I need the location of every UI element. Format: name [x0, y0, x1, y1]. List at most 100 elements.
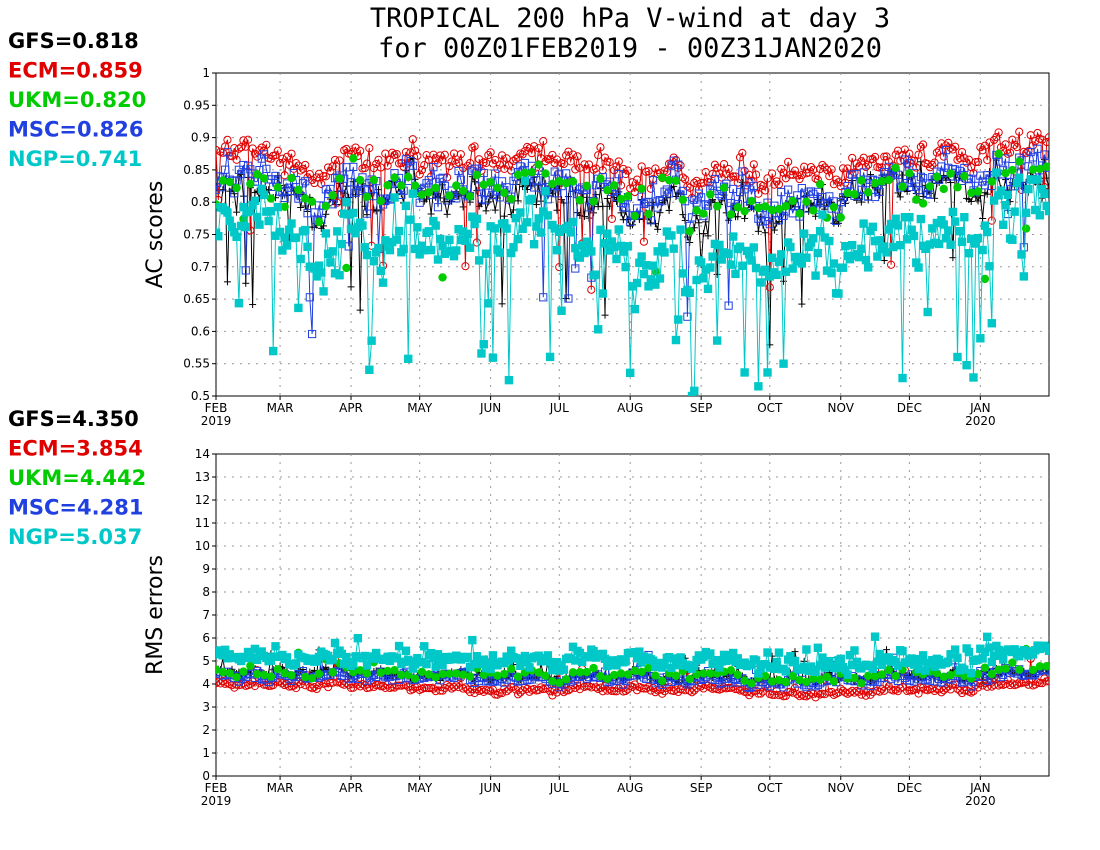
- ac-point-gfs: [603, 195, 611, 203]
- ac-point-ngp: [431, 221, 440, 230]
- ac-point-msc: [614, 170, 623, 179]
- ac-point-ecm: [912, 163, 921, 172]
- ac-point-ngp: [436, 234, 445, 244]
- rms-point-ukm: [1028, 665, 1038, 675]
- rms-point-ngp: [719, 650, 729, 660]
- rms-point-ukm: [761, 671, 770, 681]
- rms-point-ngp: [312, 657, 321, 666]
- rms-point-ngp: [248, 653, 257, 663]
- ac-point-msc: [438, 173, 447, 182]
- rms-ytick-label: 6: [202, 631, 210, 645]
- rms-point-ecm: [340, 680, 349, 689]
- ac-point-ngp: [527, 194, 537, 204]
- rms-point-ecm: [1044, 676, 1049, 685]
- ac-point-ecm: [301, 160, 310, 170]
- ac-point-ecm: [484, 150, 493, 160]
- ac-point-ngp: [310, 264, 319, 273]
- rms-ytick-label: 12: [195, 493, 210, 507]
- ac-point-gfs: [654, 225, 662, 233]
- ac-point-ngp: [1024, 184, 1033, 194]
- ac-point-ukm: [335, 174, 344, 183]
- ac-point-gfs: [514, 197, 522, 205]
- ac-point-ngp: [371, 248, 381, 257]
- rms-ytick-label: 4: [202, 677, 210, 691]
- rms-xtick-label-oct: OCT: [757, 781, 783, 795]
- rms-point-ngp: [875, 649, 884, 659]
- ac-point-ngp: [806, 238, 816, 247]
- rms-point-ngp: [836, 654, 845, 664]
- ac-point-gfs: [949, 254, 957, 262]
- rms-point-ukm: [500, 669, 509, 679]
- rms-point-ngp: [983, 632, 992, 642]
- rms-stat-msc: MSC=4.281: [8, 496, 143, 520]
- rms-point-ngp: [973, 655, 983, 664]
- ac-point-msc: [308, 329, 317, 339]
- ac-point-ngp: [788, 264, 797, 273]
- ac-point-ecm: [548, 150, 557, 160]
- ac-point-msc: [262, 164, 271, 173]
- ac-point-ecm: [596, 143, 605, 152]
- ac-series-ukm: [216, 149, 1049, 284]
- ac-point-ngp: [266, 206, 276, 216]
- ac-point-ngp: [985, 262, 994, 271]
- ac-point-gfs: [347, 283, 355, 291]
- rms-stat-ngp: NGP=5.037: [8, 525, 142, 549]
- ac-point-msc: [239, 160, 248, 170]
- ac-point-ngp: [925, 240, 935, 249]
- ac-ytick-label: 0.9: [191, 131, 210, 145]
- ac-point-ngp: [898, 373, 907, 383]
- rms-point-ngp: [484, 658, 493, 667]
- ac-point-ngp: [410, 244, 420, 254]
- rms-point-ngp: [850, 646, 859, 655]
- rms-point-ngp: [966, 669, 976, 678]
- rms-ytick-label: 8: [202, 585, 210, 599]
- ac-point-ecm: [973, 157, 983, 167]
- ac-point-ngp: [857, 244, 866, 253]
- ac-point-msc: [724, 301, 733, 310]
- ac-point-gfs: [983, 190, 991, 198]
- ac-point-ngp: [651, 280, 660, 289]
- ac-point-ngp: [1028, 175, 1038, 184]
- rms-point-ngp: [815, 661, 825, 670]
- ac-point-gfs: [967, 197, 975, 205]
- ac-point-ecm: [275, 158, 285, 168]
- ac-xtick-year-jan: 2020: [965, 414, 996, 428]
- ac-point-ngp: [424, 227, 434, 236]
- rms-point-ngp: [877, 660, 887, 670]
- rms-point-ngp: [747, 660, 756, 669]
- rms-point-ngp: [371, 648, 381, 658]
- ac-point-ngp: [637, 252, 646, 261]
- rms-point-ecm: [882, 680, 891, 689]
- ac-point-ukm: [932, 172, 942, 181]
- rms-point-ukm: [973, 669, 983, 679]
- rms-point-ecm: [877, 685, 887, 694]
- rms-point-ngp: [516, 661, 525, 671]
- ac-xtick-label-dec: DEC: [897, 401, 922, 415]
- ac-point-ngp: [928, 224, 937, 233]
- ac-point-ecm: [305, 170, 314, 179]
- ac-point-msc: [655, 196, 665, 205]
- ac-point-ukm: [266, 194, 276, 203]
- ac-point-ngp: [948, 207, 958, 217]
- ac-point-ngp: [797, 259, 807, 268]
- rms-point-ngp: [999, 655, 1008, 664]
- rms-point-ukm: [280, 668, 289, 678]
- rms-point-ukm: [397, 670, 406, 680]
- ac-point-ecm: [788, 170, 797, 179]
- ac-point-ukm: [465, 192, 475, 201]
- ac-point-ngp: [880, 242, 889, 251]
- ac-point-ngp: [326, 258, 335, 267]
- rms-point-ngp: [799, 662, 809, 671]
- rms-point-ngp: [394, 641, 404, 651]
- ac-point-ukm: [445, 191, 454, 200]
- ac-point-msc: [765, 220, 774, 229]
- rms-point-ngp: [518, 656, 527, 666]
- rms-point-ngp: [216, 646, 225, 655]
- rms-point-ngp: [635, 647, 644, 656]
- ac-point-ngp: [502, 224, 511, 233]
- rms-point-ecm: [763, 684, 772, 693]
- ac-point-gfs: [576, 211, 584, 219]
- rms-point-ngp: [733, 654, 742, 663]
- ac-point-ecm: [468, 143, 477, 152]
- rms-point-ukm: [362, 669, 372, 678]
